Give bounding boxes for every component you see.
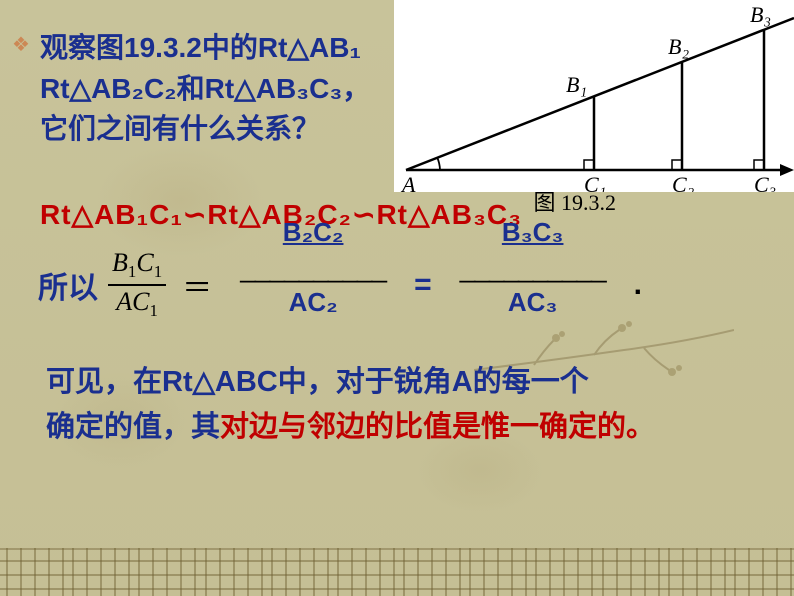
q-t1: Rt△AB₁: [258, 32, 361, 63]
fill1-top: B₂C₂: [218, 217, 408, 248]
q-t3: Rt△AB₃C₃: [205, 73, 343, 104]
c-l2r: 对边与邻边的比值是惟一确定的。: [220, 411, 655, 443]
fill2-top: B₃C₃: [438, 217, 628, 248]
svg-text:B₁: B₁: [566, 72, 587, 97]
q-comma: ，: [342, 73, 370, 104]
c-l2b: 确定的值，其: [46, 411, 220, 443]
first-fraction: B1C1 AC1: [108, 249, 166, 321]
svg-text:C₃: C₃: [754, 172, 776, 192]
q-line3: 它们之间有什么关系？: [40, 113, 320, 144]
svg-text:A: A: [400, 172, 416, 192]
equals-1: ＝: [182, 263, 212, 307]
frac-numerator: B1C1: [108, 249, 166, 286]
fill1-bot: AC₂: [289, 287, 338, 317]
blank-1: B₂C₂ __________ AC₂: [218, 251, 408, 319]
svg-text:B₃: B₃: [750, 2, 771, 27]
slide-content: ❖ 观察图19.3.2中的Rt△AB₁ Rt△AB₂C₂和Rt△AB₃C₃， 它…: [0, 0, 794, 450]
blank2-line: __________: [460, 252, 606, 283]
c-p1: 可见，在: [46, 366, 162, 398]
blank-2: B₃C₃ __________ AC₃: [438, 251, 628, 319]
bullet-icon: ❖: [12, 32, 30, 57]
q-line1-pre: 观察图: [40, 32, 124, 63]
ratio-equation: 所以 B1C1 AC1 ＝ B₂C₂ __________ AC₂ = B₃C₃…: [38, 249, 764, 321]
therefore-label: 所以: [38, 263, 98, 307]
q-t2: Rt△AB₂C₂: [40, 73, 177, 104]
c-p2: Rt△ABC: [162, 366, 278, 398]
c-p4: A: [452, 366, 473, 398]
svg-text:C₂: C₂: [672, 172, 695, 192]
c-p3: 中，对于锐角: [278, 366, 452, 398]
period: .: [634, 268, 642, 302]
conclusion-text: 可见，在Rt△ABC中，对于锐角A的每一个 确定的值，其对边与邻边的比值是惟一确…: [46, 360, 764, 450]
blank1-line: __________: [240, 252, 386, 283]
svg-text:B₂: B₂: [668, 34, 689, 59]
triangle-diagram: AB₁B₂B₃C₁C₂C₃: [394, 0, 794, 192]
frac-denominator: AC1: [116, 286, 158, 321]
q-and: 和: [177, 73, 205, 104]
figure-caption: 图 19.3.2: [533, 185, 616, 217]
q-figref: 19.3.2: [124, 32, 202, 63]
fill2-bot: AC₃: [508, 287, 558, 317]
bottom-border-pattern: [0, 548, 794, 596]
question-text: 观察图19.3.2中的Rt△AB₁ Rt△AB₂C₂和Rt△AB₃C₃， 它们之…: [40, 28, 410, 150]
q-line1-mid: 中的: [202, 32, 258, 63]
c-p5: 的每一个: [473, 366, 589, 398]
equals-2: =: [414, 268, 432, 302]
